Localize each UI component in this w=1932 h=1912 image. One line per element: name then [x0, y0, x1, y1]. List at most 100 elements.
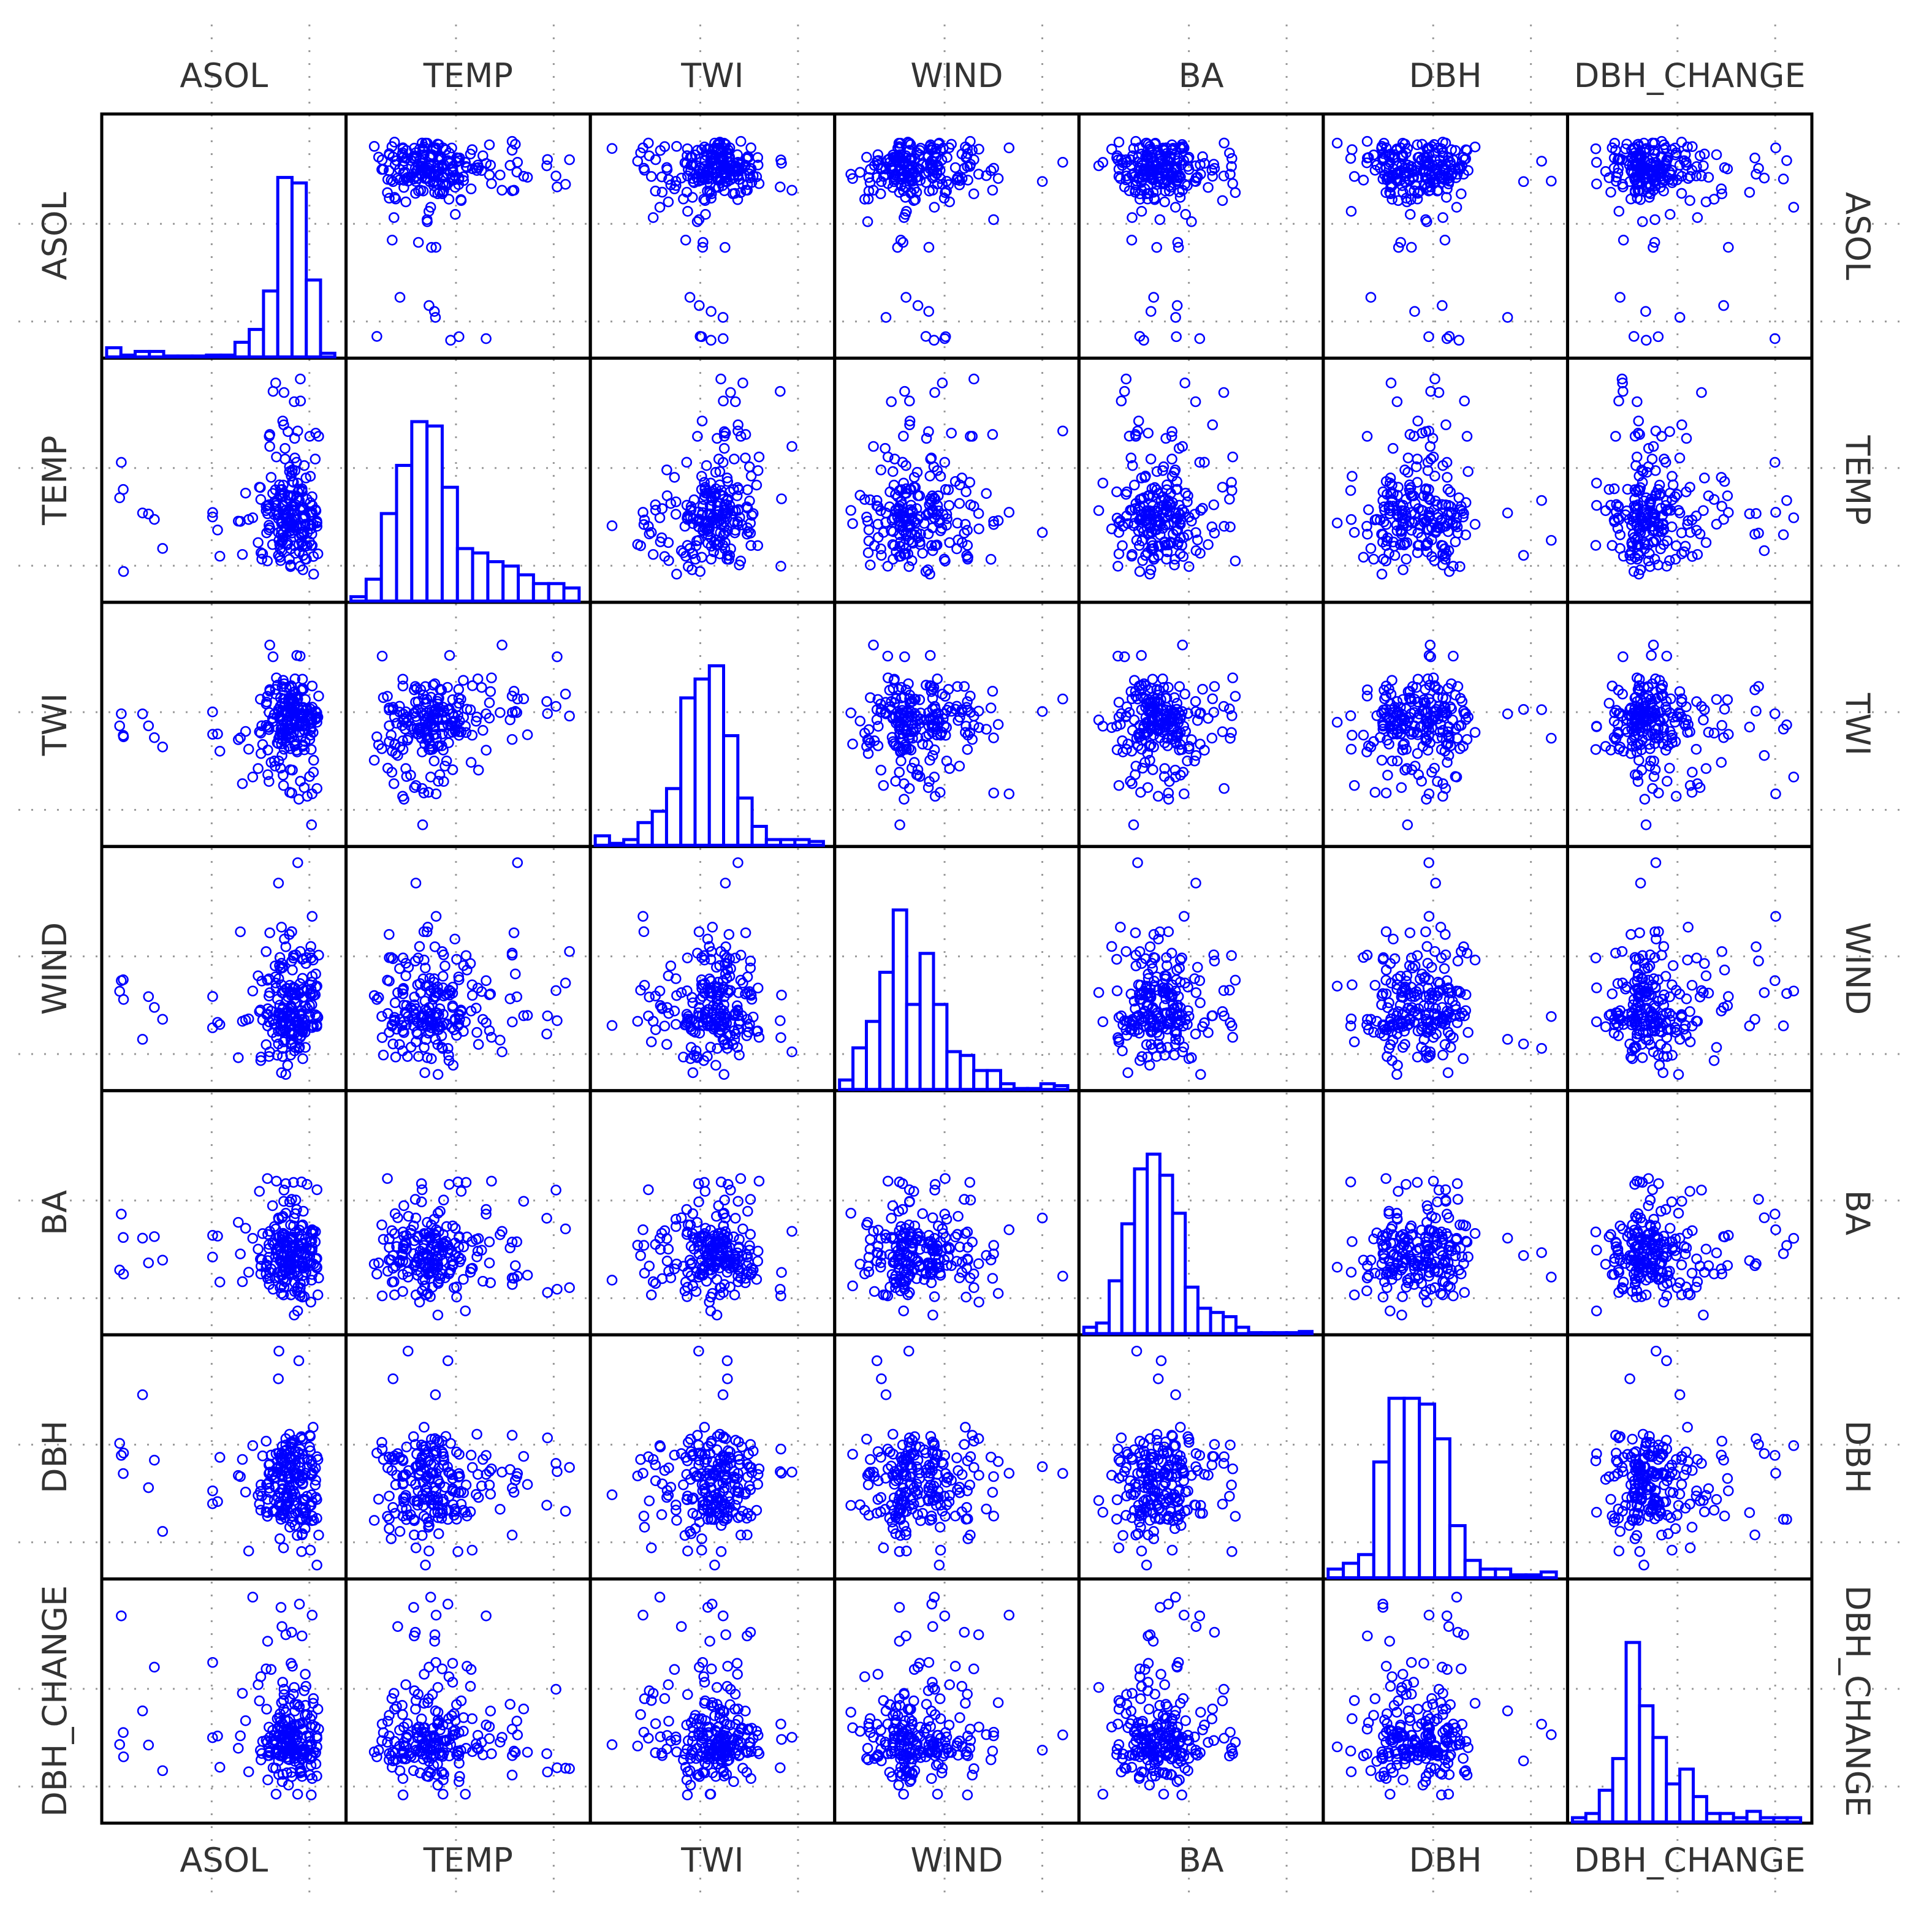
data-point	[1469, 727, 1481, 738]
data-point	[1696, 170, 1707, 181]
data-point	[1138, 335, 1149, 346]
data-point	[542, 154, 553, 165]
data-point	[1440, 165, 1451, 176]
data-point	[1111, 985, 1123, 996]
data-point	[943, 499, 955, 511]
data-point	[1637, 216, 1648, 227]
data-point	[436, 946, 448, 957]
data-point	[637, 911, 648, 922]
histogram-twi	[593, 664, 825, 847]
data-point	[114, 492, 126, 504]
data-point	[663, 196, 674, 208]
data-point	[1669, 142, 1681, 154]
data-point	[388, 778, 400, 789]
data-point	[875, 465, 887, 476]
panel-frame-dbh-change-vs-wind	[833, 1577, 1081, 1825]
data-point	[854, 167, 865, 178]
data-point	[1143, 427, 1154, 439]
data-point	[717, 312, 729, 323]
data-point	[1751, 169, 1762, 180]
data-point	[1115, 173, 1126, 184]
data-point	[495, 1034, 506, 1046]
data-point	[740, 452, 751, 464]
data-point	[1590, 744, 1602, 755]
data-point	[1719, 704, 1730, 715]
data-point	[1208, 159, 1220, 170]
data-point	[737, 977, 748, 988]
scatter-wind-vs-twi	[606, 857, 797, 1080]
data-point	[1445, 486, 1456, 498]
histogram-bar	[750, 824, 768, 847]
data-point	[1432, 776, 1443, 787]
data-point	[1159, 177, 1170, 188]
data-point	[308, 754, 319, 766]
data-point	[1093, 987, 1105, 998]
data-point	[1502, 312, 1513, 323]
histogram-bar	[959, 1053, 976, 1091]
data-point	[376, 164, 387, 175]
data-point	[512, 857, 523, 868]
data-point	[911, 186, 922, 198]
scatter-temp-vs-asol	[114, 373, 324, 580]
data-point	[1163, 787, 1174, 799]
data-point	[1388, 149, 1400, 161]
data-point	[522, 172, 533, 183]
data-point	[1097, 157, 1109, 168]
data-point	[496, 639, 508, 651]
data-point	[1664, 762, 1675, 774]
data-point	[1374, 162, 1386, 174]
data-point	[287, 965, 298, 976]
data-point	[1610, 175, 1622, 187]
data-point	[1546, 732, 1557, 744]
data-point	[1177, 639, 1188, 651]
data-point	[297, 1053, 308, 1064]
data-point	[1386, 180, 1398, 191]
histogram-bar	[547, 582, 566, 603]
data-point	[1591, 157, 1602, 168]
data-point	[253, 763, 264, 774]
data-point	[292, 857, 303, 868]
data-point	[985, 553, 997, 565]
histogram-bar	[693, 677, 711, 847]
data-point	[1111, 954, 1122, 965]
data-point	[938, 142, 949, 154]
data-point	[1650, 425, 1662, 437]
panel-frame-wind-vs-dbh-change	[1565, 844, 1814, 1093]
scatter-asol-vs-dbh	[1331, 135, 1557, 346]
panel-layer	[100, 112, 1814, 1825]
data-point	[564, 154, 575, 165]
data-point	[847, 738, 858, 749]
data-point	[1655, 181, 1666, 193]
data-point	[927, 162, 938, 173]
data-point	[1661, 154, 1673, 165]
data-point	[157, 742, 169, 753]
data-point	[1426, 162, 1437, 173]
data-point	[732, 857, 744, 868]
data-point	[1744, 187, 1755, 198]
scatter-twi-vs-temp	[368, 639, 575, 830]
data-point	[465, 757, 477, 768]
data-point	[1386, 194, 1398, 205]
data-point	[899, 651, 910, 662]
data-point	[402, 172, 413, 183]
data-point	[647, 548, 659, 560]
data-point	[422, 216, 433, 227]
data-point	[508, 927, 520, 938]
data-point	[1171, 300, 1183, 311]
data-point	[1408, 172, 1420, 183]
data-point	[1700, 537, 1712, 548]
data-point	[927, 184, 938, 196]
data-point	[1218, 700, 1230, 712]
data-point	[484, 169, 495, 181]
panel-frame-wind-vs-asol	[100, 844, 348, 1093]
data-point	[286, 926, 297, 938]
data-point	[786, 441, 797, 452]
data-point	[1788, 512, 1800, 523]
data-point	[637, 142, 648, 154]
data-point	[688, 177, 700, 188]
data-point	[384, 736, 395, 747]
data-point	[1225, 521, 1236, 533]
data-point	[742, 179, 753, 191]
data-point	[1393, 241, 1404, 253]
histogram-bar	[622, 838, 640, 847]
